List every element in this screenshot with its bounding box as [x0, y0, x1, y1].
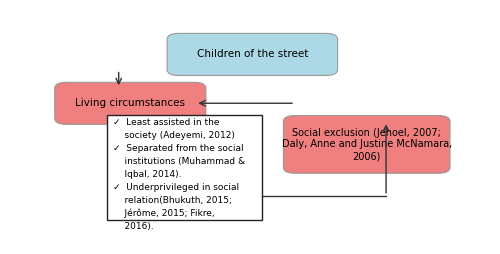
FancyBboxPatch shape	[107, 115, 262, 220]
Text: Living circumstances: Living circumstances	[76, 98, 186, 108]
FancyBboxPatch shape	[55, 82, 206, 124]
Text: ✓  Least assisted in the
    society (Adeyemi, 2012)
✓  Separated from the socia: ✓ Least assisted in the society (Adeyemi…	[113, 118, 245, 231]
Text: Social exclusion (Jehoel, 2007;
Daly, Anne and Justine McNamara,
2006): Social exclusion (Jehoel, 2007; Daly, An…	[282, 128, 452, 161]
FancyBboxPatch shape	[167, 34, 338, 75]
Text: Children of the street: Children of the street	[196, 50, 308, 59]
FancyBboxPatch shape	[284, 116, 450, 173]
